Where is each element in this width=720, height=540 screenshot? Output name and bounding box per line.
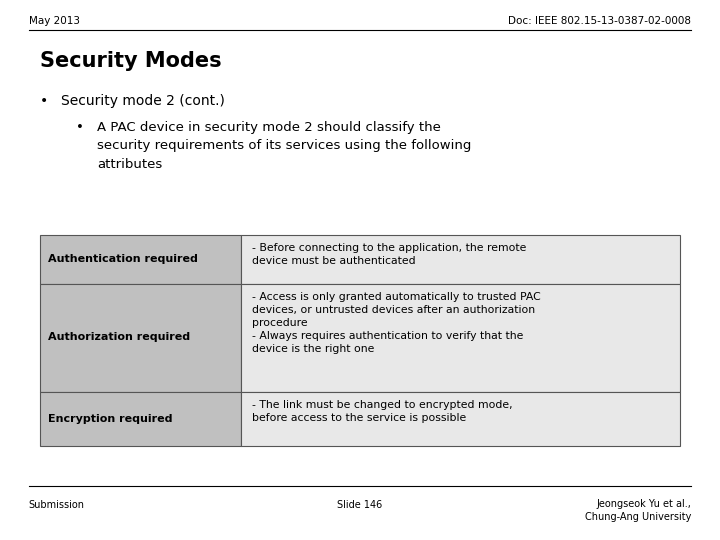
Text: •: • xyxy=(76,122,84,134)
Text: •: • xyxy=(40,94,48,109)
Text: A PAC device in security mode 2 should classify the
security requirements of its: A PAC device in security mode 2 should c… xyxy=(97,122,472,171)
Text: - The link must be changed to encrypted mode,
before access to the service is po: - The link must be changed to encrypted … xyxy=(252,400,513,423)
Bar xyxy=(40,284,241,392)
Text: - Access is only granted automatically to trusted PAC
devices, or untrusted devi: - Access is only granted automatically t… xyxy=(252,292,541,354)
Text: Slide 146: Slide 146 xyxy=(338,500,382,510)
Bar xyxy=(40,235,241,284)
Text: Authentication required: Authentication required xyxy=(48,254,198,264)
Text: Doc: IEEE 802.15-13-0387-02-0008: Doc: IEEE 802.15-13-0387-02-0008 xyxy=(508,16,691,25)
Text: Jeongseok Yu et al.,
Chung-Ang University: Jeongseok Yu et al., Chung-Ang Universit… xyxy=(585,499,691,522)
Bar xyxy=(241,284,680,392)
Text: - Before connecting to the application, the remote
device must be authenticated: - Before connecting to the application, … xyxy=(252,243,526,266)
Text: May 2013: May 2013 xyxy=(29,16,80,25)
Bar xyxy=(40,392,241,446)
Text: Security mode 2 (cont.): Security mode 2 (cont.) xyxy=(61,94,225,109)
Text: Encryption required: Encryption required xyxy=(48,414,173,423)
Text: Authorization required: Authorization required xyxy=(48,333,190,342)
Text: Submission: Submission xyxy=(29,500,85,510)
Bar xyxy=(241,235,680,284)
Text: Security Modes: Security Modes xyxy=(40,51,221,71)
Bar xyxy=(241,392,680,446)
